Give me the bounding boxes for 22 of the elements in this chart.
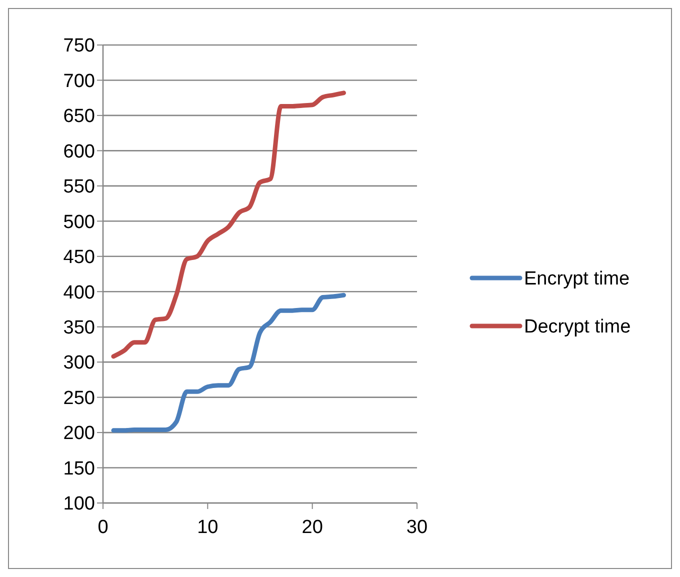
y-tick-label: 250 [63,388,95,409]
legend-label: Encrypt time [524,268,630,290]
y-tick-label: 550 [63,176,95,198]
y-tick-label: 750 [63,36,95,57]
x-tick-label: 10 [197,517,218,538]
line-series [111,90,346,359]
y-tick-label: 150 [63,458,95,480]
y-tick-label: 700 [63,70,95,92]
y-tick-label: 500 [63,212,95,233]
legend-label: Decrypt time [524,316,631,338]
x-tick-label: 0 [98,517,108,538]
y-tick-label: 600 [63,141,95,162]
line-series [111,292,346,433]
y-tick-label: 450 [63,247,95,268]
y-tick-label: 350 [63,317,95,338]
x-tick-label: 30 [406,517,428,538]
y-tick-label: 400 [63,282,95,304]
x-tick-label: 20 [302,517,323,538]
y-tick-label: 300 [63,352,95,374]
y-tick-label: 100 [63,494,95,515]
y-tick-label: 200 [63,423,95,444]
y-tick-label: 650 [63,106,95,128]
